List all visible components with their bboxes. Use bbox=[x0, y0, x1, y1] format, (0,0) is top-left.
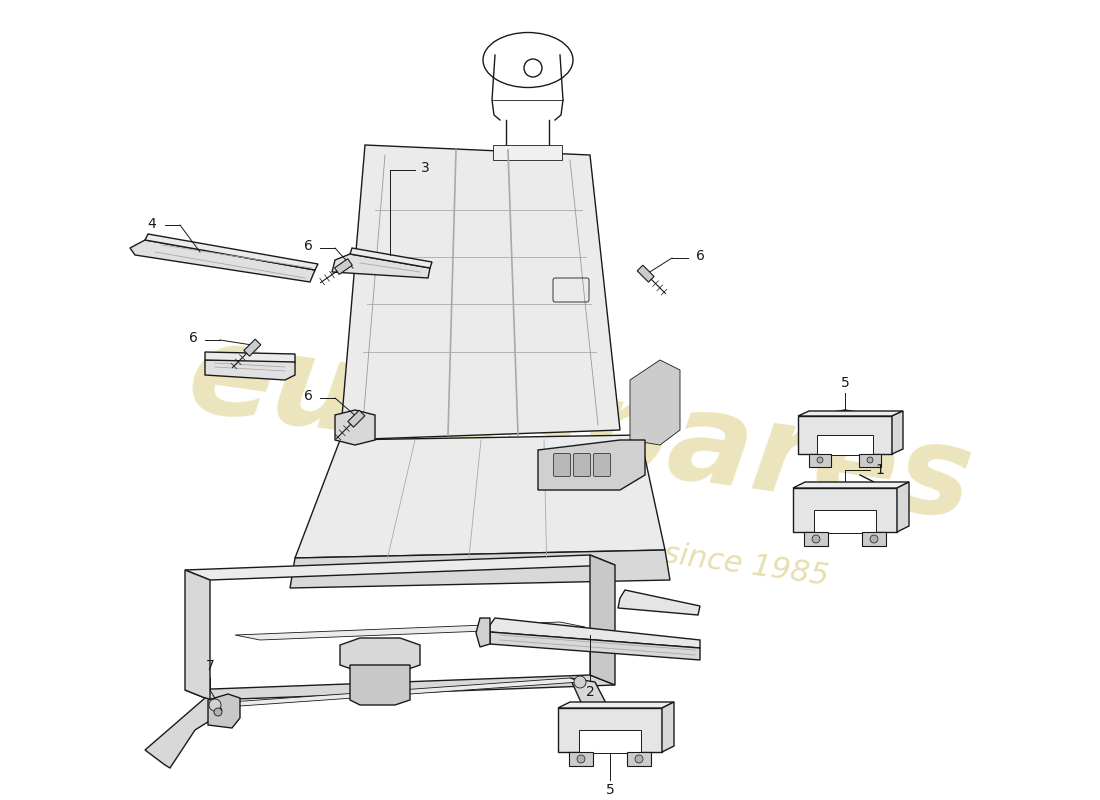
Polygon shape bbox=[570, 678, 620, 740]
Polygon shape bbox=[590, 555, 615, 685]
Circle shape bbox=[867, 457, 873, 463]
Polygon shape bbox=[814, 510, 876, 533]
Polygon shape bbox=[205, 352, 295, 362]
Polygon shape bbox=[862, 532, 886, 546]
Polygon shape bbox=[569, 752, 593, 766]
FancyBboxPatch shape bbox=[553, 454, 571, 477]
Polygon shape bbox=[798, 416, 892, 454]
Polygon shape bbox=[558, 702, 674, 708]
Polygon shape bbox=[662, 702, 674, 752]
Polygon shape bbox=[348, 410, 365, 427]
Polygon shape bbox=[230, 678, 580, 706]
Text: 5: 5 bbox=[606, 783, 615, 797]
Text: 6: 6 bbox=[188, 331, 197, 345]
Polygon shape bbox=[798, 411, 903, 416]
Polygon shape bbox=[205, 360, 295, 380]
FancyBboxPatch shape bbox=[573, 454, 591, 477]
Polygon shape bbox=[859, 454, 881, 467]
Polygon shape bbox=[334, 258, 352, 274]
FancyBboxPatch shape bbox=[594, 454, 610, 477]
Polygon shape bbox=[493, 145, 562, 160]
Circle shape bbox=[209, 699, 221, 711]
Text: 6: 6 bbox=[695, 249, 704, 263]
Polygon shape bbox=[896, 482, 909, 532]
Polygon shape bbox=[145, 698, 235, 768]
Text: 2: 2 bbox=[585, 685, 594, 699]
Polygon shape bbox=[630, 360, 680, 445]
Text: 6: 6 bbox=[304, 389, 312, 403]
Polygon shape bbox=[490, 618, 700, 648]
Polygon shape bbox=[808, 454, 830, 467]
Polygon shape bbox=[558, 708, 662, 752]
Polygon shape bbox=[332, 254, 430, 278]
Text: 7: 7 bbox=[206, 659, 214, 673]
Circle shape bbox=[578, 755, 585, 763]
Polygon shape bbox=[350, 665, 410, 705]
Polygon shape bbox=[579, 730, 641, 753]
Polygon shape bbox=[185, 570, 210, 700]
Text: a passion for parts since 1985: a passion for parts since 1985 bbox=[370, 498, 830, 591]
Polygon shape bbox=[185, 675, 615, 700]
Polygon shape bbox=[290, 550, 670, 588]
Polygon shape bbox=[185, 555, 615, 580]
Circle shape bbox=[817, 457, 823, 463]
Polygon shape bbox=[804, 532, 828, 546]
Circle shape bbox=[812, 535, 820, 543]
Circle shape bbox=[635, 755, 643, 763]
Polygon shape bbox=[793, 488, 896, 532]
Polygon shape bbox=[244, 339, 261, 356]
Text: 3: 3 bbox=[420, 161, 429, 175]
Text: 1: 1 bbox=[876, 463, 884, 477]
Circle shape bbox=[870, 535, 878, 543]
Polygon shape bbox=[627, 752, 651, 766]
Polygon shape bbox=[340, 145, 620, 440]
Text: 5: 5 bbox=[840, 376, 849, 390]
Polygon shape bbox=[145, 234, 318, 270]
Polygon shape bbox=[476, 618, 490, 647]
Polygon shape bbox=[340, 638, 420, 672]
Text: eurospares: eurospares bbox=[180, 315, 980, 545]
Polygon shape bbox=[793, 482, 909, 488]
Polygon shape bbox=[817, 435, 873, 455]
Polygon shape bbox=[490, 632, 700, 660]
Polygon shape bbox=[235, 622, 585, 640]
Polygon shape bbox=[295, 435, 666, 558]
Polygon shape bbox=[538, 440, 645, 490]
Text: 6: 6 bbox=[304, 239, 312, 253]
Polygon shape bbox=[130, 240, 315, 282]
Polygon shape bbox=[618, 590, 700, 615]
Text: 4: 4 bbox=[147, 217, 156, 231]
Polygon shape bbox=[336, 410, 375, 445]
Circle shape bbox=[574, 676, 586, 688]
Polygon shape bbox=[208, 694, 240, 728]
Circle shape bbox=[214, 708, 222, 716]
Polygon shape bbox=[892, 411, 903, 454]
Polygon shape bbox=[350, 248, 432, 268]
Polygon shape bbox=[637, 265, 654, 282]
